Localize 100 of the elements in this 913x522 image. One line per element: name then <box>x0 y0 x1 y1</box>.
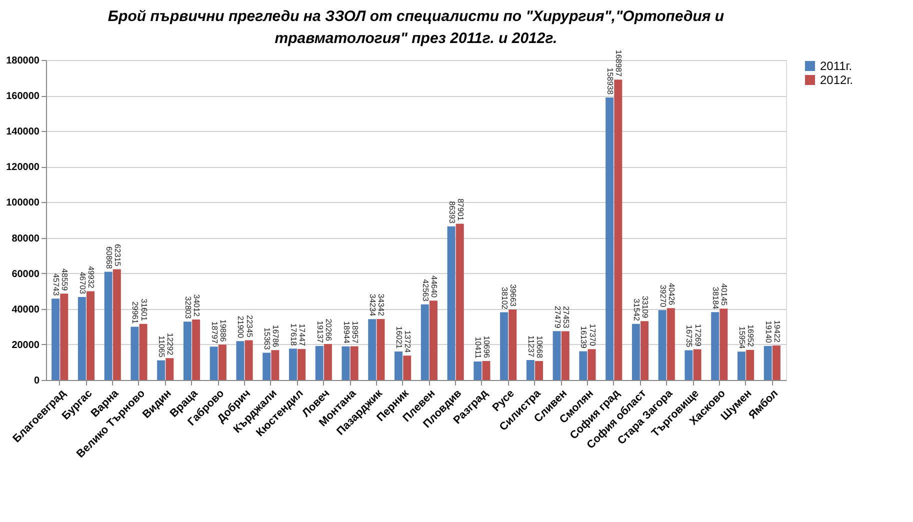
bar <box>526 360 534 380</box>
bar <box>298 348 306 380</box>
bar <box>588 349 596 380</box>
bar <box>720 308 728 380</box>
data-label: 17447 <box>298 324 307 347</box>
data-label: 33109 <box>640 296 650 319</box>
data-label: 19140 <box>764 320 773 344</box>
y-tick-label: 180000 <box>6 56 40 66</box>
data-label: 62315 <box>112 244 122 267</box>
bar <box>315 346 324 380</box>
bar <box>482 360 490 380</box>
data-label: 15954 <box>737 326 746 350</box>
data-label: 48559 <box>60 268 70 292</box>
bar <box>658 310 666 380</box>
bar <box>693 349 702 380</box>
y-tick-label: 80000 <box>12 233 40 244</box>
data-label: 15363 <box>262 327 272 350</box>
bar <box>236 341 244 380</box>
data-label: 16139 <box>579 326 588 349</box>
y-tick-label: 20000 <box>12 340 40 351</box>
bar <box>632 324 640 380</box>
bar <box>262 352 271 380</box>
data-label: 13724 <box>403 330 412 354</box>
data-label: 11065 <box>157 336 166 358</box>
bar <box>561 331 570 380</box>
bar <box>420 304 429 380</box>
legend-label: 2011г. <box>820 59 852 73</box>
data-label: 31601 <box>139 298 148 322</box>
y-tick-label: 120000 <box>6 162 40 174</box>
data-label: 45743 <box>52 273 61 296</box>
data-label: 87901 <box>456 198 465 222</box>
bar <box>447 226 456 380</box>
legend-label: 2012г. <box>820 73 853 87</box>
bar <box>210 346 218 380</box>
bar <box>271 350 280 380</box>
data-label: 20266 <box>324 318 333 342</box>
bar <box>614 80 622 380</box>
y-tick-label: 100000 <box>6 198 40 209</box>
bar <box>368 319 376 380</box>
bar <box>52 298 60 380</box>
bar <box>376 318 385 380</box>
data-label: 39663 <box>508 284 518 308</box>
data-label: 34342 <box>376 294 386 316</box>
data-label: 38184 <box>711 286 720 310</box>
data-label: 86393 <box>447 201 456 224</box>
data-label: 60868 <box>104 246 114 270</box>
bar <box>324 344 332 380</box>
bar <box>535 361 544 380</box>
bar <box>342 346 350 380</box>
bar <box>746 350 754 380</box>
data-label: 21900 <box>236 316 246 339</box>
bar <box>244 340 253 380</box>
data-label: 42563 <box>420 279 430 302</box>
bar <box>429 300 438 380</box>
data-label: 19886 <box>218 319 228 342</box>
data-label: 32803 <box>183 296 192 320</box>
y-tick-label: 160000 <box>6 91 40 102</box>
bar <box>60 294 68 380</box>
bar <box>764 346 772 380</box>
data-label: 46703 <box>78 272 87 295</box>
bar <box>166 358 174 380</box>
data-label: 18797 <box>210 321 219 344</box>
bar <box>350 346 358 380</box>
data-label: 16735 <box>684 325 694 348</box>
y-tick-label: 0 <box>34 376 40 386</box>
data-label: 168987 <box>614 50 624 78</box>
data-label: 38102 <box>500 287 510 310</box>
data-label: 27453 <box>561 306 570 329</box>
data-label: 34012 <box>192 294 202 318</box>
data-label: 22345 <box>244 315 254 338</box>
y-tick-label: 140000 <box>6 126 40 138</box>
chart-title: Брой първични прегледи на ЗЗОЛ от специалисти по "Хирургия","Ортопедия и травматология" през 2011г. и 2012г. <box>108 8 724 47</box>
data-label: 17618 <box>288 323 298 346</box>
data-label: 16021 <box>394 326 404 350</box>
data-label: 31542 <box>632 298 641 322</box>
data-label: 16952 <box>746 324 756 348</box>
data-label: 17370 <box>588 324 597 347</box>
data-label: 19422 <box>772 320 782 344</box>
bar <box>394 352 403 380</box>
bar <box>737 352 746 380</box>
y-tick-label: 60000 <box>12 268 40 280</box>
data-label: 17269 <box>693 324 702 347</box>
data-label: 158938 <box>606 68 615 95</box>
bar <box>772 345 780 380</box>
data-label: 44640 <box>429 275 438 298</box>
bar <box>508 309 517 380</box>
bar <box>711 312 720 380</box>
bar <box>192 320 200 380</box>
bar <box>78 296 86 380</box>
bar <box>500 312 508 380</box>
data-label: 40426 <box>666 282 676 306</box>
data-label: 11237 <box>526 335 536 358</box>
data-label: 10411 <box>474 336 483 360</box>
bar <box>86 291 95 380</box>
data-label: 27479 <box>552 306 562 329</box>
data-label: 16786 <box>271 324 280 348</box>
data-label: 10696 <box>482 336 492 359</box>
bar <box>130 326 139 380</box>
bar <box>218 344 226 380</box>
data-label: 18944 <box>342 321 351 344</box>
